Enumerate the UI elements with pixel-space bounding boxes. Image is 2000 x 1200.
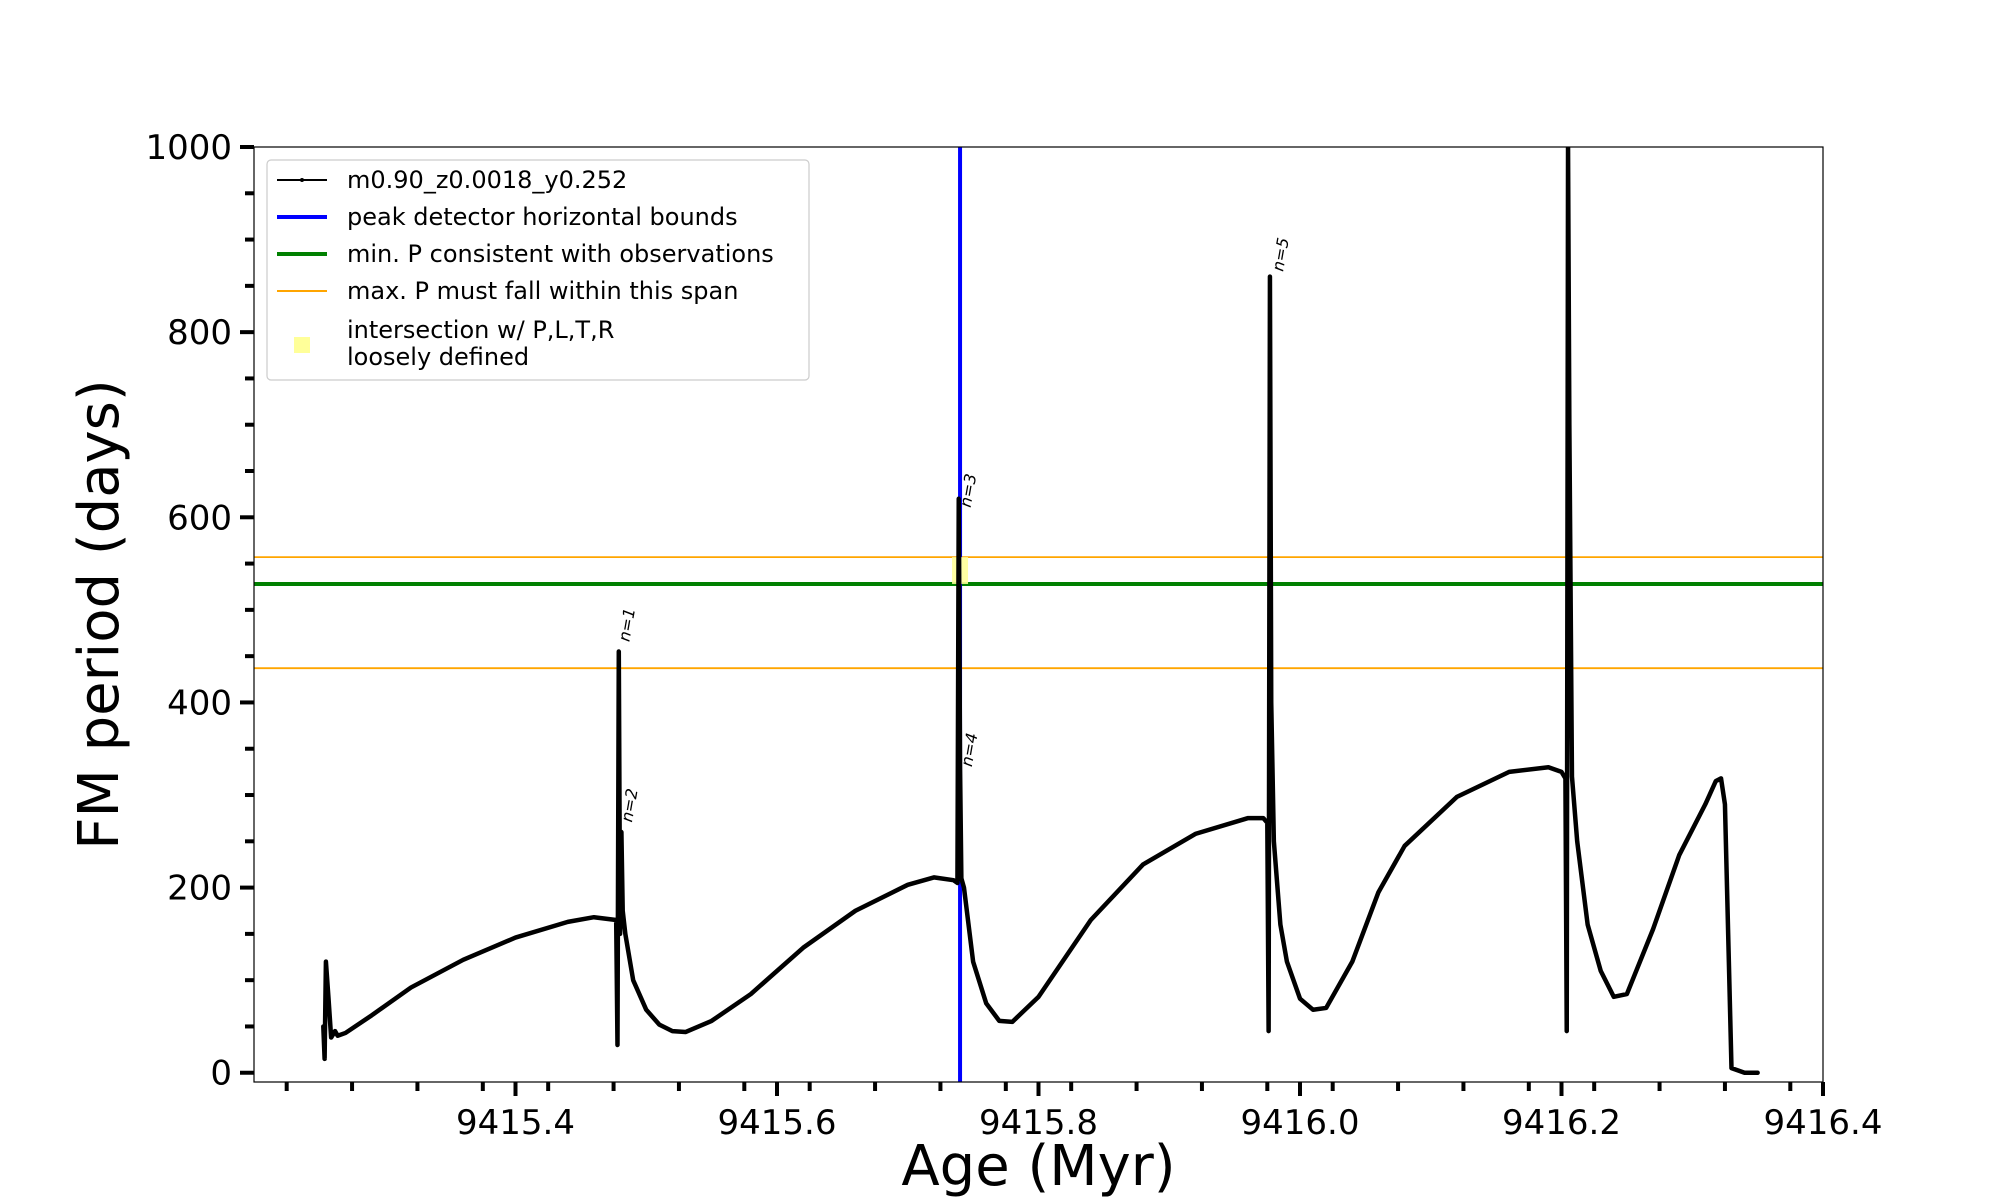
legend-label-3: max. P must fall within this span <box>347 277 738 305</box>
legend-label-4: intersection w/ P,L,T,R <box>347 316 614 344</box>
y-tick-label-4: 800 <box>167 313 232 353</box>
legend-handle-intersection <box>294 337 310 353</box>
y-axis-label: FM period (days) <box>67 379 132 849</box>
legend-box <box>266 159 810 381</box>
legend-label-0: m0.90_z0.0018_y0.252 <box>347 166 627 194</box>
series-line-0 <box>321 147 1760 1075</box>
legend-handle-marker <box>300 178 304 182</box>
x-tick-label-1: 9415.6 <box>718 1103 837 1143</box>
legend-label-1: peak detector horizontal bounds <box>347 203 738 231</box>
x-tick-label-4: 9416.2 <box>1502 1103 1621 1143</box>
y-tick-label-0: 0 <box>210 1054 232 1094</box>
y-tick-label-1: 200 <box>167 869 232 909</box>
legend-label-2: min. P consistent with observations <box>347 240 774 268</box>
peak-annotation-5: n=5 <box>1268 236 1293 273</box>
x-tick-label-0: 9415.4 <box>456 1103 575 1143</box>
x-tick-label-2: 9415.8 <box>979 1103 1098 1143</box>
y-tick-label-2: 400 <box>167 683 232 723</box>
x-axis-label: Age (Myr) <box>901 1134 1175 1199</box>
y-tick-label-3: 600 <box>167 498 232 538</box>
legend-label-4-line2: loosely defined <box>347 343 529 371</box>
x-tick-label-3: 9416.0 <box>1241 1103 1360 1143</box>
y-tick-label-5: 1000 <box>145 128 232 168</box>
x-tick-label-5: 9416.4 <box>1764 1103 1883 1143</box>
peak-annotation-1: n=1 <box>615 606 640 643</box>
